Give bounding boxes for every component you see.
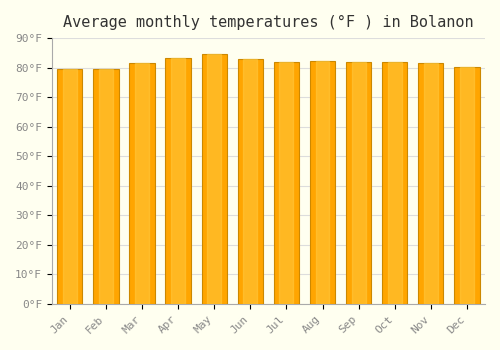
Bar — [418, 63, 444, 304]
Bar — [388, 62, 402, 304]
Bar — [57, 69, 82, 304]
Bar — [63, 69, 76, 304]
Title: Average monthly temperatures (°F ) in Bolanon: Average monthly temperatures (°F ) in Bo… — [63, 15, 474, 30]
Bar — [346, 62, 372, 304]
Bar — [238, 58, 263, 304]
Bar — [274, 62, 299, 304]
Bar — [454, 67, 479, 304]
Bar — [352, 62, 366, 304]
Bar — [316, 61, 330, 304]
Bar — [130, 63, 154, 304]
Bar — [424, 63, 438, 304]
Bar — [310, 61, 335, 304]
Bar — [99, 69, 113, 304]
Bar — [460, 67, 474, 304]
Bar — [93, 69, 118, 304]
Bar — [171, 58, 185, 304]
Bar — [280, 62, 293, 304]
Bar — [208, 54, 221, 304]
Bar — [135, 63, 149, 304]
Bar — [166, 58, 190, 304]
Bar — [202, 54, 227, 304]
Bar — [382, 62, 407, 304]
Bar — [244, 58, 258, 304]
